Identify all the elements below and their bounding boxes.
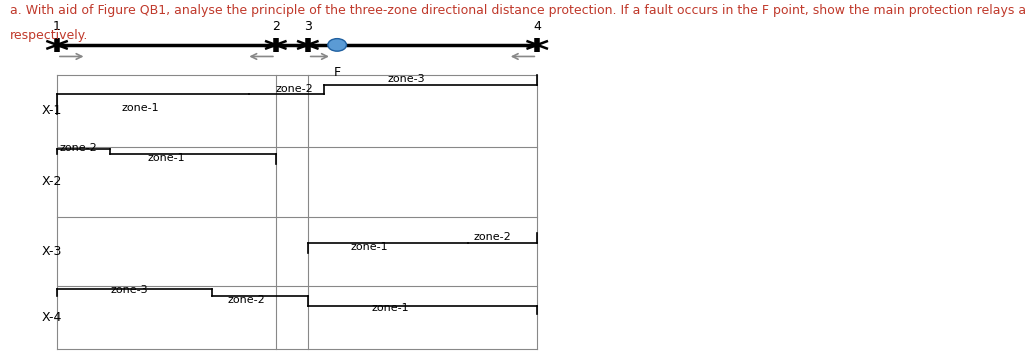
Text: X-4: X-4 [42,311,63,324]
Text: X-1: X-1 [42,105,63,118]
Text: zone-1: zone-1 [121,103,159,113]
Text: respectively.: respectively. [10,29,88,42]
Text: F: F [333,66,341,79]
Text: zone-2: zone-2 [276,84,314,94]
Text: zone-1: zone-1 [351,242,388,252]
Text: X-3: X-3 [42,245,63,258]
Text: zone-2: zone-2 [60,143,97,153]
Text: zone-1: zone-1 [148,153,186,163]
Ellipse shape [328,38,347,51]
Text: 1: 1 [53,20,61,33]
Text: zone-3: zone-3 [111,285,148,295]
Text: 3: 3 [304,20,312,33]
Text: zone-2: zone-2 [473,232,511,242]
Text: X-2: X-2 [42,175,63,188]
Text: zone-2: zone-2 [228,295,266,305]
Text: a. With aid of Figure QB1, analyse the principle of the three-zone directional d: a. With aid of Figure QB1, analyse the p… [10,4,1026,17]
Text: 2: 2 [272,20,280,33]
Text: zone-1: zone-1 [371,303,409,314]
Text: 4: 4 [534,20,541,33]
Text: zone-3: zone-3 [388,74,426,84]
